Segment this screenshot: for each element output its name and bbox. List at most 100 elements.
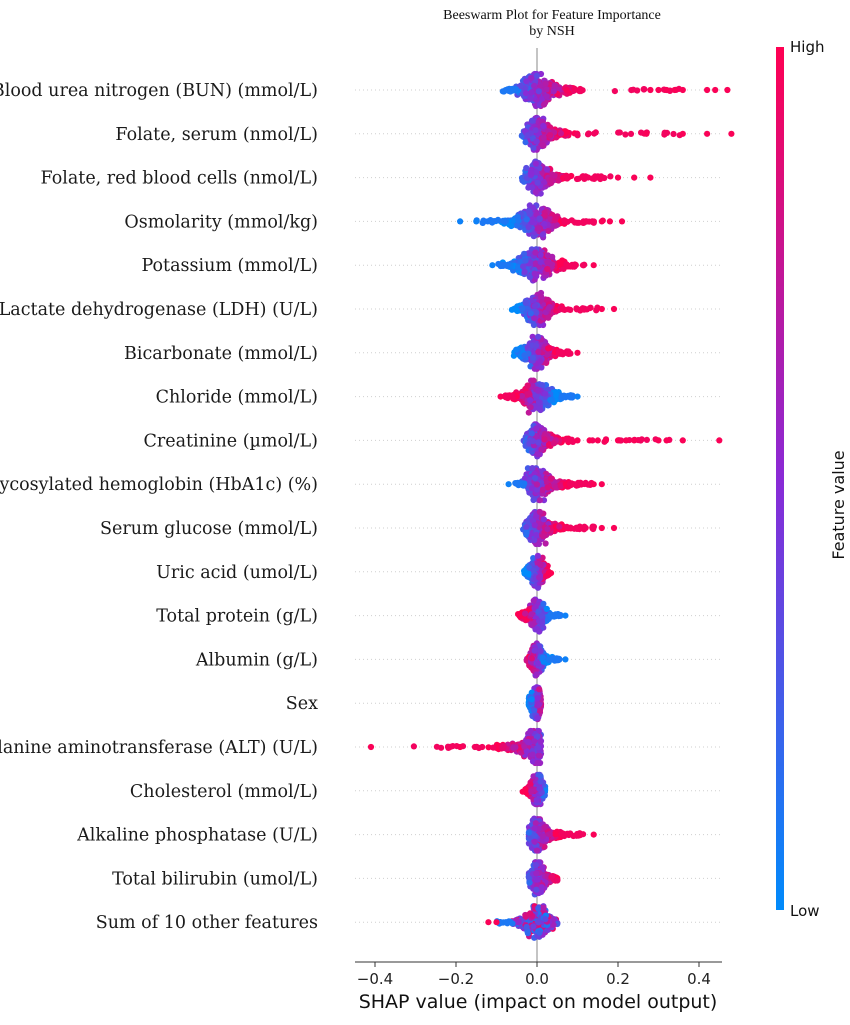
shap-point: [533, 342, 540, 349]
shap-outlier-point: [598, 218, 605, 225]
shap-point: [607, 173, 614, 180]
shap-point: [579, 262, 587, 269]
shap-point: [553, 391, 560, 398]
shap-outlier-point: [631, 437, 638, 444]
chart-subtitle: by NSH: [529, 24, 575, 39]
shap-point: [536, 574, 543, 581]
shap-point: [540, 533, 547, 540]
shap-point: [502, 87, 509, 94]
shap-point: [521, 352, 528, 359]
shap-point: [544, 526, 551, 533]
shap-outlier-point: [574, 349, 581, 356]
shap-point: [529, 354, 537, 361]
shap-point: [568, 481, 575, 488]
shap-point: [536, 628, 543, 635]
shap-point: [544, 265, 551, 273]
shap-point: [557, 260, 564, 267]
shap-point: [550, 88, 557, 95]
shap-outlier-point: [598, 524, 605, 532]
shap-point: [558, 394, 565, 401]
shap-point: [537, 561, 544, 568]
shap-outlier-point: [647, 174, 654, 181]
shap-point: [533, 425, 540, 432]
shap-point: [568, 436, 575, 443]
shap-point: [528, 430, 535, 437]
shap-point: [583, 218, 590, 225]
shap-point: [531, 522, 538, 529]
shap-point: [500, 217, 507, 224]
shap-point: [638, 436, 645, 443]
shap-outlier-point: [457, 218, 464, 225]
shap-point: [563, 173, 570, 180]
shap-point: [540, 516, 548, 523]
shap-point: [529, 219, 536, 226]
shap-outlier-point: [704, 130, 711, 137]
shap-point: [528, 611, 535, 618]
shap-point: [590, 525, 597, 533]
shap-point: [523, 164, 530, 172]
shap-point: [535, 399, 543, 406]
shap-point: [541, 212, 548, 219]
shap-point: [529, 438, 537, 445]
shap-point: [513, 346, 520, 353]
shap-point: [551, 172, 558, 179]
shap-point: [529, 465, 536, 472]
shap-point: [563, 86, 570, 93]
shap-point: [538, 612, 545, 619]
shap-point: [585, 130, 592, 137]
shap-point: [522, 610, 529, 617]
shap-point: [530, 597, 537, 604]
shap-outlier-point: [655, 86, 662, 94]
shap-point: [521, 250, 528, 257]
shap-point: [661, 129, 668, 136]
shap-outlier-point: [489, 262, 496, 269]
shap-point: [535, 387, 542, 394]
shap-point: [577, 85, 584, 93]
shap-point: [540, 134, 547, 141]
shap-point: [546, 132, 554, 139]
shap-point: [532, 160, 540, 167]
shap-point: [549, 253, 556, 260]
shap-point: [627, 130, 635, 137]
shap-point: [552, 215, 559, 222]
shap-point: [540, 101, 548, 108]
shap-point: [532, 249, 539, 256]
shap-outlier-point: [663, 86, 670, 94]
shap-point: [582, 173, 589, 180]
shap-point: [522, 257, 529, 264]
shap-point: [540, 122, 547, 130]
shap-point: [536, 508, 544, 516]
shap-point: [560, 305, 567, 312]
shap-point: [523, 524, 530, 531]
shap-point: [591, 175, 598, 182]
shap-point: [616, 129, 623, 136]
shap-point: [529, 184, 536, 191]
shap-point: [561, 217, 568, 224]
shap-point: [540, 231, 547, 238]
shap-point: [513, 307, 520, 314]
shap-point: [522, 139, 529, 146]
shap-point: [523, 529, 530, 536]
shap-point: [542, 390, 549, 397]
shap-point: [523, 78, 530, 85]
shap-point: [567, 394, 574, 401]
shap-point: [535, 225, 542, 232]
shap-point: [533, 72, 541, 79]
shap-outlier-point: [562, 612, 569, 619]
shap-point: [524, 132, 531, 139]
shap-point: [547, 475, 555, 482]
shap-outlier-point: [574, 393, 581, 400]
shap-outlier-point: [610, 524, 618, 532]
shap-point: [574, 131, 581, 138]
shap-point: [537, 293, 545, 300]
shap-outlier-point: [610, 305, 618, 313]
shap-point: [532, 127, 539, 134]
shap-outlier-point: [679, 86, 686, 94]
shap-point: [558, 349, 566, 356]
shap-point: [531, 474, 539, 482]
shap-point: [544, 259, 551, 266]
shap-point: [582, 524, 589, 532]
shap-outlier-point: [574, 437, 581, 444]
shap-point: [590, 219, 597, 226]
shap-point: [543, 86, 550, 93]
